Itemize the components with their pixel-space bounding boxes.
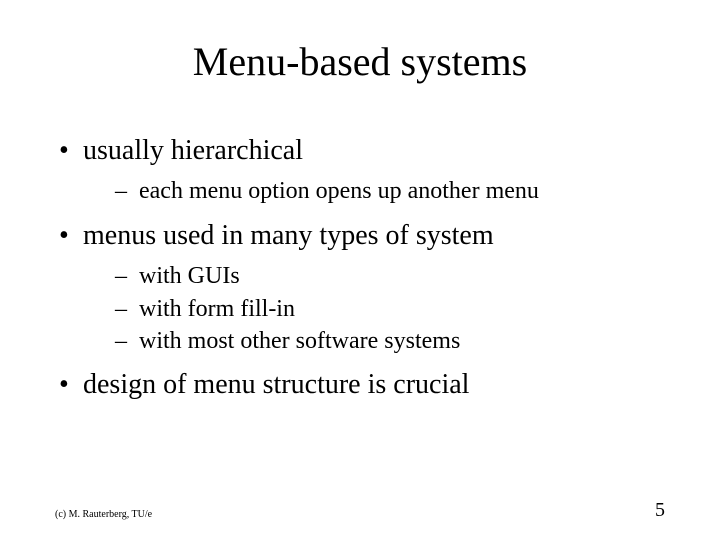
slide-container: Menu-based systems usually hierarchical … (0, 0, 720, 540)
sub-list: with GUIs with form fill-in with most ot… (83, 260, 665, 357)
slide-title: Menu-based systems (55, 38, 665, 85)
bullet-text: usually hierarchical (83, 135, 303, 166)
footer-copyright: (c) M. Rauterberg, TU/e (55, 509, 152, 520)
bullet-item: usually hierarchical each menu option op… (55, 133, 665, 208)
sub-text: with form fill-in (139, 296, 295, 322)
page-number: 5 (655, 499, 665, 522)
sub-list: each menu option opens up another menu (83, 175, 665, 207)
sub-item: each menu option opens up another menu (83, 175, 665, 207)
bullet-item: design of menu structure is crucial (55, 367, 665, 403)
sub-item: with form fill-in (83, 293, 665, 325)
sub-item: with most other software systems (83, 325, 665, 357)
sub-text: with GUIs (139, 263, 240, 289)
sub-item: with GUIs (83, 260, 665, 292)
sub-text: each menu option opens up another menu (139, 178, 539, 204)
bullet-list: usually hierarchical each menu option op… (55, 133, 665, 404)
sub-text: with most other software systems (139, 328, 460, 354)
bullet-text: design of menu structure is crucial (83, 369, 469, 400)
bullet-text: menus used in many types of system (83, 220, 494, 251)
bullet-item: menus used in many types of system with … (55, 218, 665, 358)
